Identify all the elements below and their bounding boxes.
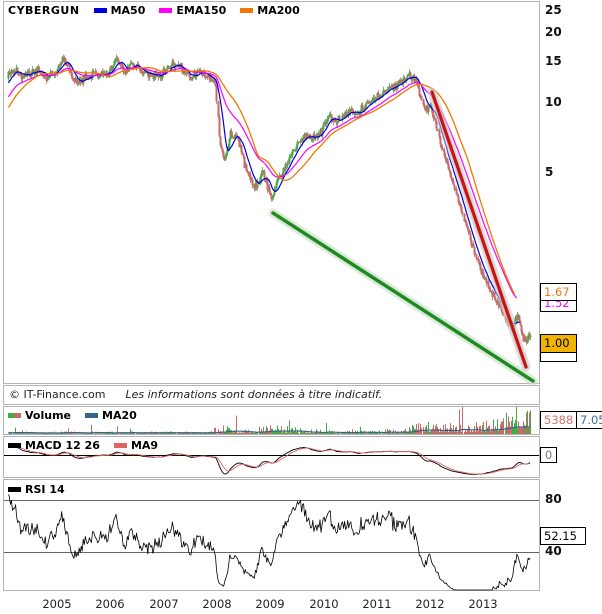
disclaimer-label: Les informations sont données à titre in… [125, 388, 383, 401]
macd-zero-box: 0 [540, 447, 557, 463]
year-label-2007: 2007 [149, 597, 179, 611]
price-tick-10: 10 [545, 95, 562, 109]
year-label-2010: 2010 [309, 597, 339, 611]
ema150-label: EMA150 [176, 3, 227, 17]
legend-item-volume[interactable]: Volume [8, 409, 71, 422]
ma200-label: MA200 [257, 3, 300, 17]
x-axis: 2005 2006 2007 2008 2009 2010 2011 2012 … [0, 597, 602, 613]
legend-item-ma200[interactable]: MA200 [240, 3, 300, 17]
volume-ma20-value-box: 7.05 [576, 411, 602, 429]
volume-pane-legend: Volume MA20 [8, 408, 151, 422]
legend-item-rsi[interactable]: RSI 14 [8, 483, 65, 496]
legend-item-vol-ma20[interactable]: MA20 [85, 409, 137, 422]
price-series [7, 54, 532, 346]
legend-item-macd[interactable]: MACD 12 26 [8, 439, 100, 452]
trendlines [268, 87, 538, 386]
macd-swatch-icon [8, 442, 21, 448]
vol-ma20-label: MA20 [102, 408, 137, 422]
macd-series [4, 445, 539, 475]
copyright-bar: © IT-Finance.com Les informations sont d… [9, 388, 382, 401]
rsi-swatch-icon [8, 486, 21, 492]
volume-value-box: 5388 [540, 411, 577, 429]
provider-label: © IT-Finance.com [9, 388, 106, 401]
legend-item-ma50[interactable]: MA50 [93, 3, 146, 17]
vol-ma20-swatch-icon [85, 412, 98, 418]
macd-label: MACD 12 26 [25, 438, 100, 452]
ma200-value-box: 1.67 [540, 283, 577, 301]
ma50-swatch-icon [93, 7, 107, 13]
last-price-box: 1.00 [540, 334, 577, 353]
symbol-label: CYBERGUN [8, 3, 80, 17]
ma50-label: MA50 [110, 3, 146, 17]
price-tick-15: 15 [545, 54, 562, 68]
legend-item-ema150[interactable]: EMA150 [159, 4, 226, 17]
pane-borders [3, 1, 540, 591]
year-label-2009: 2009 [255, 597, 285, 611]
rsi-series [4, 494, 539, 591]
year-label-2011: 2011 [362, 597, 392, 611]
macd-pane-legend: MACD 12 26 MA9 [8, 438, 172, 452]
ma9-swatch-icon [113, 442, 127, 448]
year-label-2008: 2008 [202, 597, 232, 611]
price-tick-5: 5 [545, 165, 554, 179]
ma200-swatch-icon [240, 7, 254, 13]
price-pane-legend: CYBERGUN MA50 EMA150 MA200 [8, 3, 314, 17]
rsi-value-box: 52.15 [540, 527, 586, 545]
price-tick-20: 20 [545, 25, 562, 39]
rsi-level-80: 80 [545, 492, 562, 506]
volume-label: Volume [25, 408, 71, 422]
year-label-2005: 2005 [42, 597, 72, 611]
volume-swatch-icon [8, 412, 21, 418]
ema150-swatch-icon [159, 7, 173, 13]
year-label-2013: 2013 [468, 597, 498, 611]
rsi-level-40: 40 [545, 544, 562, 558]
rsi-pane-legend: RSI 14 [8, 482, 79, 496]
rsi-label: RSI 14 [25, 482, 65, 496]
year-label-2012: 2012 [415, 597, 445, 611]
price-tick-25: 25 [545, 3, 562, 17]
legend-item-ma9[interactable]: MA9 [113, 438, 159, 452]
volume-series [8, 407, 531, 434]
year-label-2006: 2006 [95, 597, 125, 611]
ma9-label: MA9 [130, 438, 159, 452]
